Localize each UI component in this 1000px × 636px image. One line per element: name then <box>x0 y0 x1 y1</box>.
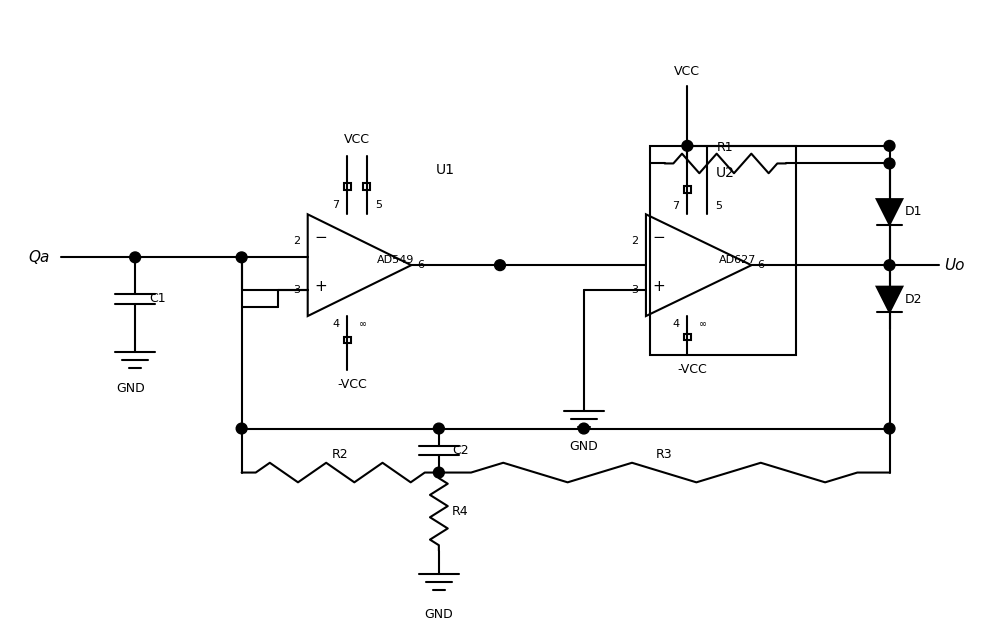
Text: 2: 2 <box>631 236 638 245</box>
Text: Qa: Qa <box>28 250 49 265</box>
Text: 2: 2 <box>293 236 300 245</box>
Circle shape <box>433 423 444 434</box>
Text: VCC: VCC <box>674 66 700 78</box>
Polygon shape <box>877 199 902 225</box>
Circle shape <box>130 252 141 263</box>
Text: R3: R3 <box>656 448 672 461</box>
Text: -VCC: -VCC <box>677 363 707 376</box>
Polygon shape <box>877 287 902 312</box>
Text: U1: U1 <box>436 163 455 177</box>
Text: U2: U2 <box>715 166 734 180</box>
Text: 6: 6 <box>757 260 764 270</box>
Text: AD549: AD549 <box>377 255 414 265</box>
Text: +: + <box>653 279 666 294</box>
Text: 7: 7 <box>332 200 339 209</box>
Circle shape <box>682 141 693 151</box>
Text: ∞: ∞ <box>359 319 367 329</box>
Text: 3: 3 <box>293 284 300 294</box>
Text: 4: 4 <box>672 319 679 329</box>
Text: −: − <box>653 230 666 245</box>
Text: R2: R2 <box>332 448 349 461</box>
Bar <box>363 183 370 190</box>
Text: VCC: VCC <box>344 133 370 146</box>
Text: −: − <box>315 230 327 245</box>
Bar <box>344 183 351 190</box>
Text: R1: R1 <box>717 141 734 154</box>
Text: D2: D2 <box>904 293 922 306</box>
Circle shape <box>884 158 895 169</box>
Circle shape <box>236 423 247 434</box>
Circle shape <box>884 259 895 270</box>
Text: GND: GND <box>116 382 145 394</box>
Circle shape <box>884 141 895 151</box>
Text: Uo: Uo <box>944 258 964 273</box>
Circle shape <box>236 252 247 263</box>
Text: C1: C1 <box>149 292 166 305</box>
Text: 4: 4 <box>332 319 339 329</box>
Bar <box>684 186 691 193</box>
Text: ∞: ∞ <box>699 319 707 329</box>
Circle shape <box>884 423 895 434</box>
Circle shape <box>495 259 505 270</box>
Text: 6: 6 <box>417 260 424 270</box>
Text: C2: C2 <box>453 444 469 457</box>
Circle shape <box>578 423 589 434</box>
Text: 5: 5 <box>375 200 382 209</box>
Text: 7: 7 <box>672 202 679 212</box>
Text: AD627: AD627 <box>719 255 756 265</box>
Bar <box>684 334 691 340</box>
Text: R4: R4 <box>452 505 468 518</box>
Text: -VCC: -VCC <box>337 378 367 391</box>
Text: D1: D1 <box>904 205 922 218</box>
Text: +: + <box>315 279 327 294</box>
Text: 3: 3 <box>631 284 638 294</box>
Text: 5: 5 <box>715 202 722 212</box>
Bar <box>650 146 796 355</box>
Bar <box>344 336 351 343</box>
Text: GND: GND <box>424 607 453 621</box>
Text: GND: GND <box>569 440 598 453</box>
Circle shape <box>433 467 444 478</box>
